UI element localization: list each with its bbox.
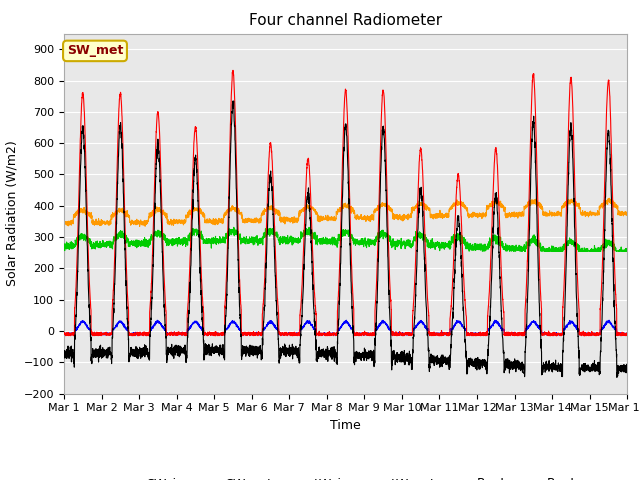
Text: SW_met: SW_met xyxy=(67,44,123,58)
Legend: SW_in, SW_out, LW_in, LW_out, Rnet, Rnet: SW_in, SW_out, LW_in, LW_out, Rnet, Rnet xyxy=(109,472,582,480)
Y-axis label: Solar Radiation (W/m2): Solar Radiation (W/m2) xyxy=(5,141,18,287)
X-axis label: Time: Time xyxy=(330,419,361,432)
Title: Four channel Radiometer: Four channel Radiometer xyxy=(249,13,442,28)
